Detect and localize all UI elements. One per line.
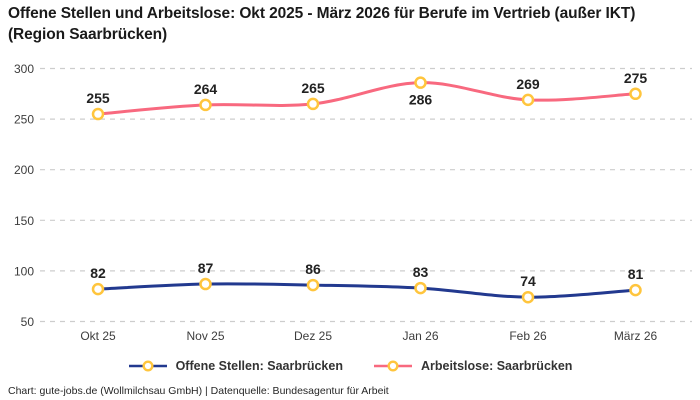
series-line bbox=[96, 282, 637, 299]
x-tick-label: Dez 25 bbox=[294, 329, 332, 343]
data-point-marker bbox=[629, 87, 642, 101]
y-tick-label: 150 bbox=[14, 214, 34, 228]
legend-label: Offene Stellen: Saarbrücken bbox=[175, 359, 343, 373]
data-point-label: 81 bbox=[628, 266, 644, 282]
x-tick-label: Feb 26 bbox=[509, 329, 547, 343]
legend-line-marker-icon bbox=[128, 360, 167, 372]
data-point-marker bbox=[414, 76, 427, 89]
data-point-marker bbox=[91, 282, 105, 296]
data-point-label: 255 bbox=[86, 90, 110, 106]
y-tick-label: 200 bbox=[14, 163, 34, 177]
x-tick-label: Okt 25 bbox=[80, 329, 116, 343]
legend-item-arbeitslose: Arbeitslose: Saarbrücken bbox=[373, 359, 572, 373]
data-point-label: 269 bbox=[516, 76, 540, 92]
legend-marker-icon bbox=[387, 360, 399, 372]
chart-title: Offene Stellen und Arbeitslose: Okt 2025… bbox=[8, 5, 636, 43]
chart-legend: Offene Stellen: Saarbrücken Arbeitslose:… bbox=[0, 359, 700, 373]
x-tick-label: Jan 26 bbox=[402, 329, 438, 343]
data-point-marker bbox=[521, 93, 535, 107]
y-tick-label: 250 bbox=[14, 113, 34, 127]
data-point-marker bbox=[414, 281, 427, 295]
y-tick-label: 50 bbox=[21, 315, 35, 329]
legend-item-offene-stellen: Offene Stellen: Saarbrücken bbox=[128, 359, 343, 373]
series-line bbox=[96, 81, 637, 116]
data-point-marker bbox=[199, 277, 212, 291]
data-point-marker bbox=[91, 107, 105, 121]
data-point-label: 86 bbox=[305, 261, 321, 277]
data-point-label: 275 bbox=[624, 70, 648, 86]
data-point-label: 87 bbox=[198, 260, 214, 276]
data-point-label: 286 bbox=[409, 92, 433, 108]
y-tick-label: 300 bbox=[14, 62, 34, 76]
data-point-marker bbox=[306, 278, 320, 292]
data-point-label: 265 bbox=[301, 80, 325, 96]
x-tick-label: Nov 25 bbox=[186, 329, 224, 343]
data-point-label: 264 bbox=[194, 81, 218, 97]
data-point-marker bbox=[306, 97, 320, 111]
data-point-label: 74 bbox=[520, 273, 536, 289]
legend-marker-icon bbox=[142, 360, 154, 372]
data-point-marker bbox=[521, 290, 535, 304]
data-point-label: 83 bbox=[413, 264, 429, 280]
data-point-label: 82 bbox=[90, 265, 106, 281]
source-attribution: Chart: gute-jobs.de (Wollmilchsau GmbH) … bbox=[8, 385, 389, 397]
data-point-marker bbox=[199, 98, 212, 112]
y-tick-label: 100 bbox=[14, 264, 34, 278]
legend-label: Arbeitslose: Saarbrücken bbox=[420, 359, 573, 373]
data-point-marker bbox=[629, 283, 642, 297]
legend-line-marker-icon bbox=[373, 360, 412, 372]
x-tick-label: März 26 bbox=[614, 329, 658, 343]
